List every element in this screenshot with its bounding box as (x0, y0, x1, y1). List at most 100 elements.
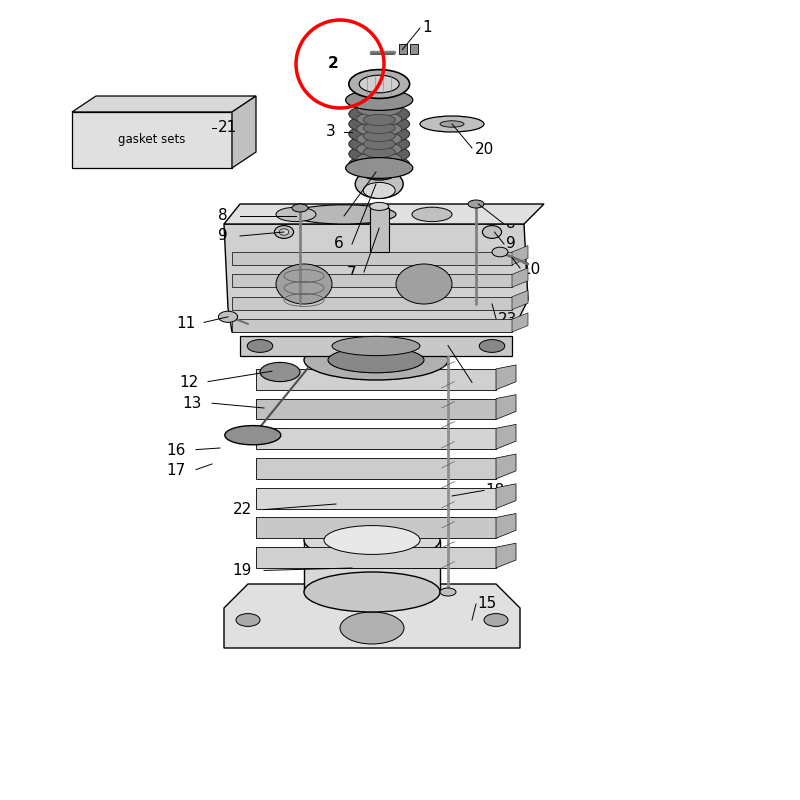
Polygon shape (72, 96, 256, 112)
Text: 8: 8 (218, 209, 228, 223)
Ellipse shape (349, 114, 410, 134)
Ellipse shape (346, 158, 413, 178)
Bar (256, 369, 496, 390)
Text: 1: 1 (422, 20, 432, 34)
Text: 9: 9 (506, 237, 516, 251)
Ellipse shape (304, 520, 440, 560)
Polygon shape (496, 514, 516, 538)
Text: 8: 8 (506, 217, 516, 231)
Polygon shape (224, 224, 528, 332)
Ellipse shape (484, 614, 508, 626)
Ellipse shape (349, 144, 410, 164)
Ellipse shape (357, 122, 402, 136)
Ellipse shape (346, 90, 413, 110)
Bar (256, 488, 496, 509)
Ellipse shape (247, 339, 273, 352)
Polygon shape (512, 290, 528, 310)
Text: 3: 3 (326, 125, 336, 139)
Text: 20: 20 (474, 142, 494, 157)
Text: 16: 16 (166, 443, 186, 458)
Ellipse shape (363, 138, 395, 150)
Ellipse shape (363, 114, 395, 126)
Bar (370, 208, 389, 252)
Ellipse shape (276, 207, 316, 222)
Ellipse shape (340, 612, 404, 644)
Ellipse shape (412, 207, 452, 222)
Ellipse shape (274, 226, 294, 238)
Ellipse shape (236, 614, 260, 626)
Ellipse shape (396, 264, 452, 304)
Polygon shape (496, 394, 516, 419)
Text: 5: 5 (322, 210, 332, 225)
Bar (256, 458, 496, 479)
Polygon shape (496, 484, 516, 509)
Ellipse shape (440, 588, 456, 596)
Text: 23: 23 (498, 313, 517, 327)
Ellipse shape (357, 112, 402, 126)
Polygon shape (512, 313, 528, 332)
Polygon shape (232, 96, 256, 168)
Ellipse shape (363, 130, 395, 142)
Ellipse shape (482, 226, 502, 238)
Ellipse shape (363, 182, 395, 198)
Text: 11: 11 (177, 316, 196, 330)
Text: 15: 15 (478, 597, 497, 611)
Ellipse shape (362, 164, 397, 180)
Text: 6: 6 (334, 237, 344, 251)
Text: 21: 21 (218, 121, 237, 135)
Polygon shape (496, 424, 516, 449)
Ellipse shape (357, 102, 402, 116)
Text: 9: 9 (218, 229, 228, 243)
Ellipse shape (292, 205, 396, 224)
Bar (232, 252, 512, 265)
Text: 22: 22 (233, 502, 252, 517)
Text: 14: 14 (474, 377, 494, 391)
Ellipse shape (359, 75, 399, 93)
Ellipse shape (363, 122, 395, 134)
Text: gasket sets: gasket sets (118, 134, 186, 146)
Ellipse shape (357, 132, 402, 146)
Polygon shape (224, 204, 544, 224)
Polygon shape (224, 584, 520, 648)
Ellipse shape (349, 134, 410, 154)
Ellipse shape (218, 311, 238, 322)
Ellipse shape (324, 526, 420, 554)
Ellipse shape (332, 336, 420, 355)
Bar (256, 547, 496, 568)
Ellipse shape (492, 247, 508, 257)
Ellipse shape (355, 170, 403, 198)
Bar (256, 518, 496, 538)
Bar (232, 297, 512, 310)
Ellipse shape (363, 146, 395, 158)
Ellipse shape (304, 340, 448, 380)
Ellipse shape (370, 202, 389, 210)
Ellipse shape (276, 264, 332, 304)
Ellipse shape (349, 154, 410, 174)
Ellipse shape (357, 152, 402, 166)
Ellipse shape (349, 124, 410, 144)
Text: 7: 7 (346, 266, 356, 281)
Text: 18: 18 (486, 483, 505, 498)
Ellipse shape (279, 229, 289, 235)
Ellipse shape (440, 121, 464, 127)
Polygon shape (496, 454, 516, 479)
Bar (232, 319, 512, 332)
Polygon shape (496, 365, 516, 390)
Bar (256, 398, 496, 419)
Bar (256, 428, 496, 449)
Ellipse shape (468, 200, 484, 208)
Text: 10: 10 (522, 262, 541, 277)
Ellipse shape (349, 70, 410, 98)
Polygon shape (496, 543, 516, 568)
Polygon shape (512, 246, 528, 265)
Ellipse shape (260, 362, 300, 382)
Ellipse shape (292, 204, 308, 212)
Ellipse shape (304, 572, 440, 612)
Text: 17: 17 (166, 463, 186, 478)
Bar (72, 112, 232, 168)
Bar (240, 336, 512, 356)
Polygon shape (410, 44, 418, 54)
Ellipse shape (225, 426, 281, 445)
Polygon shape (512, 268, 528, 287)
Polygon shape (304, 540, 440, 592)
